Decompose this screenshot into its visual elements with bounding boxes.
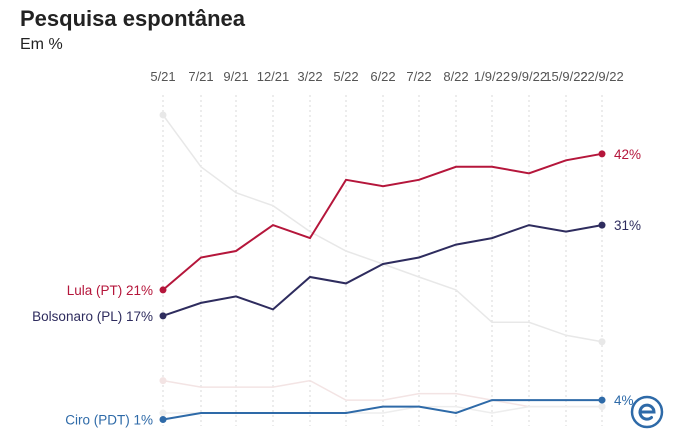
x-axis-ticks: 5/21 7/21 9/21 12/21 3/22 5/22 6/22 7/22 8/22 1/9… — [150, 69, 623, 84]
x-tick-label: 1/9/22 — [474, 69, 510, 84]
series-start-label-lula-pt: Lula (PT) 21% — [67, 283, 153, 298]
series-end-label-lula-pt: 42% — [614, 147, 641, 162]
series-end-label-bolsonaro-pl: 31% — [614, 218, 641, 233]
x-tick-label: 3/22 — [297, 69, 322, 84]
series-start-label-ciro-pdt: Ciro (PDT) 1% — [65, 413, 153, 428]
x-tick-label: 5/22 — [333, 69, 358, 84]
series-line-background — [162, 379, 602, 408]
x-tick-label: 7/22 — [406, 69, 431, 84]
data-point-start-background — [159, 377, 167, 385]
x-tick-label: 9/9/22 — [511, 69, 547, 84]
series-layer — [159, 111, 606, 424]
data-point-end-ciro-pdt — [598, 396, 606, 404]
series-line-background — [162, 114, 603, 343]
series-line-ciro-pdt — [162, 399, 602, 421]
x-tick-label: 5/21 — [150, 69, 175, 84]
series-end-label-ciro-pdt: 4% — [614, 393, 634, 408]
x-tick-label: 9/21 — [223, 69, 248, 84]
x-tick-label: 15/9/22 — [544, 69, 587, 84]
data-point-start-ciro-pdt — [159, 416, 167, 424]
data-point-start-background — [159, 409, 167, 417]
data-point-end-background — [598, 403, 606, 411]
data-point-end-bolsonaro-pl — [598, 221, 606, 229]
data-point-start-background — [159, 111, 167, 119]
series-line-bolsonaro-pl — [162, 224, 603, 317]
chart-subtitle: Em % — [20, 36, 63, 53]
data-point-end-background — [598, 338, 606, 346]
x-tick-label: 7/21 — [188, 69, 213, 84]
x-tick-label: 6/22 — [370, 69, 395, 84]
data-point-start-lula-pt — [159, 286, 167, 294]
series-line-lula-pt — [162, 152, 603, 291]
x-tick-label: 22/9/22 — [580, 69, 623, 84]
x-tick-label: 8/22 — [443, 69, 468, 84]
estadao-logo-icon — [630, 395, 664, 429]
data-point-start-bolsonaro-pl — [159, 312, 167, 320]
x-tick-label: 12/21 — [257, 69, 290, 84]
series-labels: Ciro (PDT) 1% 4% Bolsonaro (PL) 17% 31% Lula… — [32, 147, 641, 428]
data-point-end-lula-pt — [598, 150, 606, 158]
series-start-label-bolsonaro-pl: Bolsonaro (PL) 17% — [32, 309, 153, 324]
chart-title: Pesquisa espontânea — [20, 6, 245, 31]
gridlines — [162, 95, 603, 426]
